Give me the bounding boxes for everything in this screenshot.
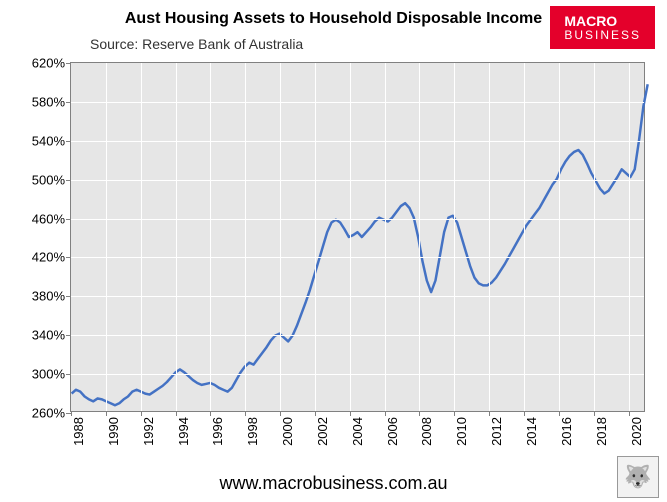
- brand-logo-line1: MACRO: [564, 14, 641, 29]
- xtick: [594, 411, 595, 416]
- xtick: [141, 411, 142, 416]
- gridline-v: [350, 63, 351, 411]
- xtick-label: 1998: [245, 417, 260, 446]
- gridline-v: [315, 63, 316, 411]
- xtick: [106, 411, 107, 416]
- ytick-label: 540%: [32, 133, 71, 148]
- xtick-label: 2004: [350, 417, 365, 446]
- brand-logo-line2: BUSINESS: [564, 29, 641, 42]
- ytick-label: 460%: [32, 211, 71, 226]
- xtick-label: 1996: [210, 417, 225, 446]
- xtick: [71, 411, 72, 416]
- ytick-label: 580%: [32, 94, 71, 109]
- ytick-label: 260%: [32, 406, 71, 421]
- ytick-label: 300%: [32, 367, 71, 382]
- gridline-v: [210, 63, 211, 411]
- xtick: [210, 411, 211, 416]
- xtick: [350, 411, 351, 416]
- xtick: [315, 411, 316, 416]
- xtick: [385, 411, 386, 416]
- xtick: [489, 411, 490, 416]
- xtick: [280, 411, 281, 416]
- xtick: [454, 411, 455, 416]
- chart-subtitle: Source: Reserve Bank of Australia: [90, 36, 303, 52]
- gridline-v: [559, 63, 560, 411]
- source-url: www.macrobusiness.com.au: [0, 473, 667, 494]
- xtick-label: 2016: [559, 417, 574, 446]
- gridline-v: [594, 63, 595, 411]
- brand-logo: MACRO BUSINESS: [550, 6, 655, 49]
- gridline-v: [141, 63, 142, 411]
- xtick-label: 2006: [385, 417, 400, 446]
- ytick-label: 380%: [32, 289, 71, 304]
- xtick: [245, 411, 246, 416]
- gridline-v: [419, 63, 420, 411]
- ytick-label: 340%: [32, 328, 71, 343]
- xtick-label: 1994: [176, 417, 191, 446]
- xtick-label: 2014: [524, 417, 539, 446]
- gridline-v: [106, 63, 107, 411]
- chart-container: Aust Housing Assets to Household Disposa…: [0, 0, 667, 502]
- plot-area: 260%300%340%380%420%460%500%540%580%620%…: [70, 62, 645, 412]
- xtick: [419, 411, 420, 416]
- data-line: [72, 84, 648, 405]
- xtick: [629, 411, 630, 416]
- xtick-label: 2008: [419, 417, 434, 446]
- wolf-icon: 🐺: [617, 456, 659, 498]
- gridline-v: [629, 63, 630, 411]
- ytick-label: 420%: [32, 250, 71, 265]
- xtick-label: 2018: [594, 417, 609, 446]
- xtick: [176, 411, 177, 416]
- xtick-label: 2002: [315, 417, 330, 446]
- gridline-v: [280, 63, 281, 411]
- xtick-label: 2010: [454, 417, 469, 446]
- xtick-label: 1990: [106, 417, 121, 446]
- xtick-label: 2012: [489, 417, 504, 446]
- xtick-label: 1988: [71, 417, 86, 446]
- gridline-v: [454, 63, 455, 411]
- ytick-label: 620%: [32, 56, 71, 71]
- xtick-label: 1992: [141, 417, 156, 446]
- ytick-label: 500%: [32, 172, 71, 187]
- xtick: [524, 411, 525, 416]
- gridline-v: [176, 63, 177, 411]
- gridline-v: [524, 63, 525, 411]
- xtick-label: 2020: [629, 417, 644, 446]
- xtick: [559, 411, 560, 416]
- xtick-label: 2000: [280, 417, 295, 446]
- gridline-v: [245, 63, 246, 411]
- gridline-v: [489, 63, 490, 411]
- gridline-v: [385, 63, 386, 411]
